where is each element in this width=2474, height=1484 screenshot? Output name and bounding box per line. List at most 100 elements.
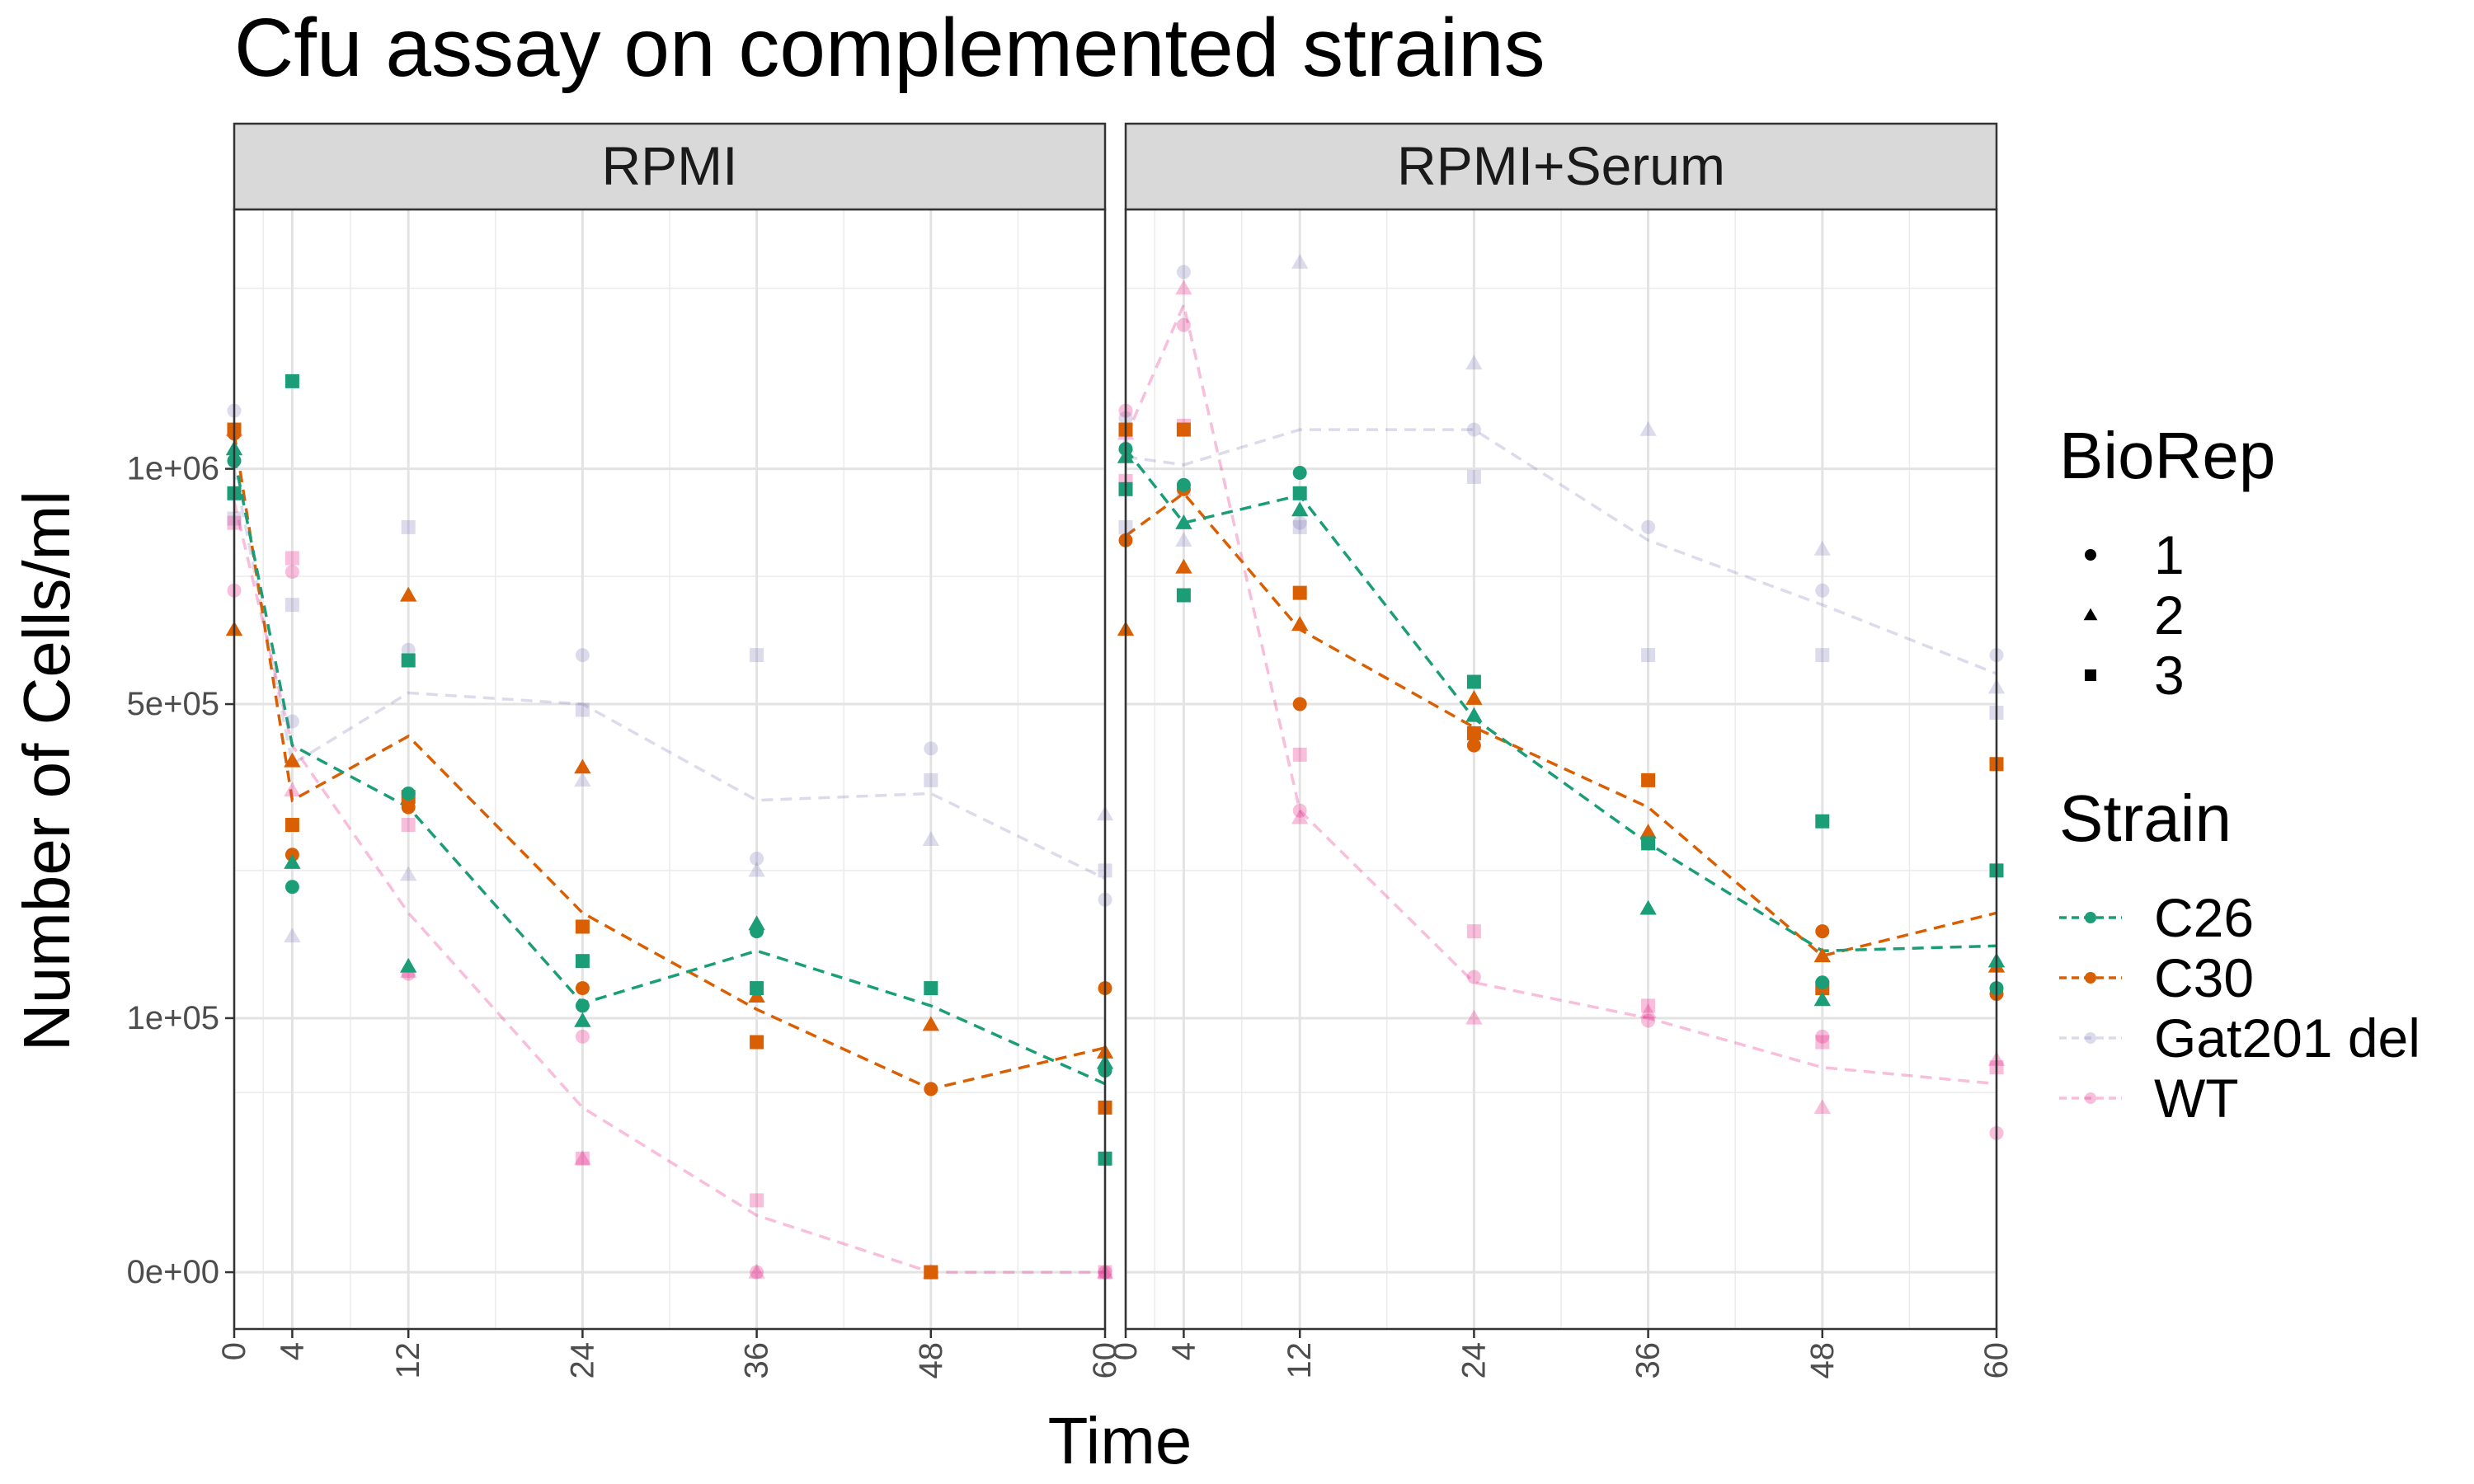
legend-label-biorep: 2 <box>2154 585 2185 646</box>
data-point-c30-rep2 <box>922 1016 939 1031</box>
data-point-wt-rep1 <box>1641 1013 1656 1028</box>
data-point-c30-rep3 <box>1292 585 1307 600</box>
data-point-c26-rep2 <box>1175 514 1192 529</box>
data-point-c26-rep1 <box>401 786 416 801</box>
data-point-c30-rep3 <box>1641 773 1656 787</box>
data-point-c30-rep2 <box>1813 947 1831 963</box>
legend-key-point-gat201-del <box>2085 1032 2096 1044</box>
x-tick-label: 4 <box>274 1342 310 1360</box>
legend-label-strain: Gat201 del <box>2154 1007 2420 1068</box>
data-point-gat201-del-rep1 <box>924 741 938 756</box>
legend-key-point-c26 <box>2085 912 2096 923</box>
data-point-c26-rep3 <box>1292 486 1307 500</box>
y-tick-label: 1e+05 <box>127 1000 219 1036</box>
data-point-wt-rep2 <box>284 782 301 797</box>
data-point-c30-rep1 <box>1466 738 1481 753</box>
chart-title: Cfu assay on complemented strains <box>234 2 1545 94</box>
x-tick-label: 4 <box>1165 1342 1202 1360</box>
data-point-wt-rep2 <box>574 1150 591 1165</box>
data-point-wt-rep3 <box>575 1151 590 1166</box>
data-point-wt-rep2 <box>748 1263 765 1279</box>
legend-label-biorep: 3 <box>2154 645 2185 706</box>
legend-key-square <box>2085 669 2096 681</box>
x-tick-label: 0 <box>216 1342 252 1360</box>
data-point-wt-rep2 <box>1291 809 1309 824</box>
x-axis-title: Time <box>1048 1404 1192 1477</box>
data-point-gat201-del-rep1 <box>750 851 764 866</box>
data-point-gat201-del-rep3 <box>750 648 764 663</box>
data-point-c26-rep3 <box>1466 674 1481 689</box>
series-line-gat201-del <box>1125 428 1997 675</box>
facet-strip-label: RPMI+Serum <box>1397 135 1725 196</box>
series-line-gat201-del <box>233 468 1106 881</box>
data-point-c26-rep2 <box>1291 501 1309 517</box>
data-point-gat201-del-rep1 <box>1176 265 1191 279</box>
data-point-gat201-del-rep2 <box>922 831 939 846</box>
data-point-c30-rep2 <box>574 758 591 774</box>
data-point-c26-rep2 <box>400 957 417 973</box>
data-point-c26-rep2 <box>748 915 765 931</box>
data-point-wt-rep1 <box>750 1265 764 1280</box>
data-point-c26-rep1 <box>1176 477 1191 492</box>
data-point-wt-rep1 <box>1176 317 1191 332</box>
data-point-c26-rep2 <box>1639 899 1657 915</box>
data-point-c26-rep1 <box>1815 975 1830 990</box>
data-point-gat201-del-rep3 <box>1815 648 1830 663</box>
data-point-c26-rep3 <box>1815 814 1830 829</box>
data-point-gat201-del-rep2 <box>1465 355 1483 370</box>
data-point-gat201-del-rep2 <box>400 866 417 881</box>
data-point-c30-rep1 <box>1292 697 1307 711</box>
x-tick-label: 24 <box>1456 1342 1492 1379</box>
data-point-c30-rep1 <box>575 981 590 996</box>
legend-label-strain: C30 <box>2154 947 2254 1008</box>
data-point-c30-rep1 <box>924 1082 938 1097</box>
data-point-gat201-del-rep2 <box>1639 420 1657 436</box>
data-point-gat201-del-rep1 <box>1292 515 1307 530</box>
legend-title-biorep: BioRep <box>2059 419 2275 492</box>
data-point-gat201-del-rep3 <box>285 598 299 613</box>
x-tick-label: 48 <box>1804 1342 1841 1379</box>
data-point-gat201-del-rep2 <box>1291 254 1309 269</box>
data-point-c26-rep3 <box>1176 588 1191 603</box>
data-point-wt-rep3 <box>1815 1035 1830 1050</box>
data-point-wt-rep1 <box>1292 803 1307 818</box>
data-point-c26-rep3 <box>750 981 764 996</box>
data-point-gat201-del-rep1 <box>1815 583 1830 598</box>
x-tick-label: 12 <box>390 1342 426 1379</box>
data-point-wt-rep3 <box>1466 924 1481 939</box>
legend-key-point-wt <box>2085 1092 2096 1104</box>
data-point-c26-rep1 <box>1292 466 1307 481</box>
x-tick-label: 48 <box>913 1342 949 1379</box>
legend-label-biorep: 1 <box>2154 524 2185 585</box>
data-point-c26-rep2 <box>1465 707 1483 722</box>
data-point-c30-rep3 <box>285 818 299 833</box>
data-points <box>225 373 1114 1280</box>
x-tick-label: 36 <box>739 1342 775 1379</box>
data-point-gat201-del-rep2 <box>1175 532 1192 547</box>
data-point-wt-rep2 <box>1175 279 1192 295</box>
data-point-c26-rep3 <box>285 373 299 388</box>
data-point-gat201-del-rep3 <box>401 519 416 534</box>
data-point-gat201-del-rep3 <box>1292 519 1307 534</box>
legend-label-strain: C26 <box>2154 887 2254 948</box>
facet-strip <box>1124 122 1998 211</box>
x-tick-label: 60 <box>1087 1342 1123 1379</box>
x-tick-label: 0 <box>1108 1342 1144 1360</box>
data-point-c30-rep1 <box>1815 924 1830 939</box>
data-point-c30-rep2 <box>1465 689 1483 705</box>
data-point-wt-rep1 <box>1815 1029 1830 1044</box>
data-point-c26-rep3 <box>1641 836 1656 851</box>
data-point-c26-rep2 <box>284 854 301 869</box>
panel-rpmi: RPMI 0 4 12 24 36 48 60 0e+00 1e+05 5e+05 1e+06 <box>127 122 1123 1379</box>
data-point-wt-rep2 <box>1465 1009 1483 1025</box>
facet-strip-label: RPMI <box>602 135 738 196</box>
data-point-gat201-del-rep1 <box>575 648 590 663</box>
data-point-c26-rep1 <box>285 880 299 895</box>
data-point-c26-rep2 <box>1813 991 1831 1007</box>
data-point-wt-rep1 <box>285 565 299 580</box>
x-tick-label: 24 <box>564 1342 600 1379</box>
data-point-c30-rep3 <box>575 919 590 934</box>
